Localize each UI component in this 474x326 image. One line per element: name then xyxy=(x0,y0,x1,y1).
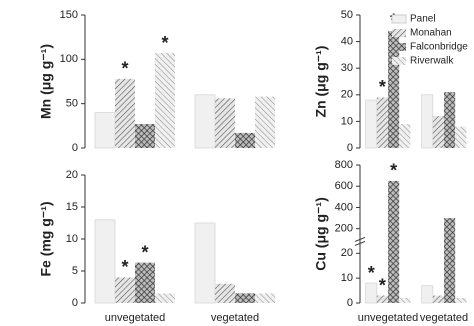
y-tick-label: 0 xyxy=(347,142,353,154)
y-tick-label: 400 xyxy=(335,201,353,213)
legend-label: Panel xyxy=(410,14,436,25)
bar xyxy=(135,262,155,303)
legend-swatch xyxy=(391,14,407,24)
y-tick-label: 5 xyxy=(72,265,78,277)
bar xyxy=(94,219,116,304)
significance-marker: * xyxy=(379,77,386,97)
y-tick-label: 10 xyxy=(66,233,78,245)
y-tick-label: 0 xyxy=(347,297,353,309)
x-tick-label: unvegetated xyxy=(358,312,419,324)
bar xyxy=(215,283,235,303)
bar xyxy=(388,180,400,303)
y-tick-label: 600 xyxy=(335,180,353,192)
x-tick-label: unvegetated xyxy=(105,312,166,324)
y-tick-label: 15 xyxy=(66,201,78,213)
bar xyxy=(155,53,175,149)
legend-label: Monahan xyxy=(410,28,452,39)
bar xyxy=(455,126,467,148)
significance-marker: * xyxy=(390,161,397,181)
bar xyxy=(115,78,135,148)
legend-swatch xyxy=(392,29,406,37)
y-tick-label: 200 xyxy=(335,223,353,235)
bar xyxy=(215,98,235,148)
significance-marker: * xyxy=(368,263,375,283)
bar xyxy=(444,218,456,303)
bar xyxy=(455,298,467,303)
bar xyxy=(388,30,400,148)
y-tick-label: 20 xyxy=(341,247,353,259)
y-axis-label: Mn (μg g⁻¹) xyxy=(38,44,54,119)
bar xyxy=(255,293,275,303)
bar xyxy=(421,285,434,304)
bar xyxy=(365,282,378,304)
y-tick-label: 150 xyxy=(60,9,78,21)
bar xyxy=(376,295,388,303)
y-tick-label: 50 xyxy=(341,9,353,21)
bar xyxy=(135,124,155,148)
bar xyxy=(235,132,255,148)
bar xyxy=(444,92,456,148)
legend-swatch xyxy=(392,43,406,51)
bar xyxy=(399,298,411,303)
significance-marker: * xyxy=(379,275,386,295)
bar xyxy=(94,112,116,149)
y-tick-label: 30 xyxy=(341,62,353,74)
bar xyxy=(399,124,411,148)
legend-label: Riverwalk xyxy=(410,56,454,67)
x-tick-label: vegetated xyxy=(211,312,259,324)
legend-label: Falconbridge xyxy=(410,42,468,53)
y-tick-label: 0 xyxy=(72,142,78,154)
bar xyxy=(235,293,255,303)
significance-marker: * xyxy=(141,242,148,262)
bar xyxy=(194,222,216,304)
bar xyxy=(421,94,434,149)
axis-break xyxy=(354,236,366,242)
bar xyxy=(365,99,378,149)
y-tick-label: 20 xyxy=(341,89,353,101)
y-tick-label: 10 xyxy=(341,115,353,127)
axis-break xyxy=(354,240,366,246)
bar xyxy=(376,97,388,148)
bar xyxy=(255,96,275,148)
legend-swatch xyxy=(392,57,406,65)
y-tick-label: 10 xyxy=(341,272,353,284)
significance-marker: * xyxy=(121,257,128,277)
significance-marker: * xyxy=(121,59,128,79)
bar xyxy=(194,94,216,149)
x-tick-label: vegetated xyxy=(420,312,468,324)
y-tick-label: 40 xyxy=(341,36,353,48)
bar xyxy=(115,277,135,303)
bar xyxy=(155,293,175,303)
bar xyxy=(432,116,444,148)
y-axis-label: Zn (μg g⁻¹) xyxy=(313,46,329,118)
significance-marker: * xyxy=(161,33,168,53)
bar xyxy=(432,295,444,303)
y-tick-label: 50 xyxy=(66,98,78,110)
y-tick-label: 20 xyxy=(66,169,78,181)
y-tick-label: 800 xyxy=(335,159,353,171)
y-tick-label: 0 xyxy=(72,297,78,309)
y-axis-label: Fe (mg g⁻¹) xyxy=(38,201,54,276)
y-axis-label: Cu (μg g⁻¹) xyxy=(313,197,329,271)
y-tick-label: 100 xyxy=(60,53,78,65)
